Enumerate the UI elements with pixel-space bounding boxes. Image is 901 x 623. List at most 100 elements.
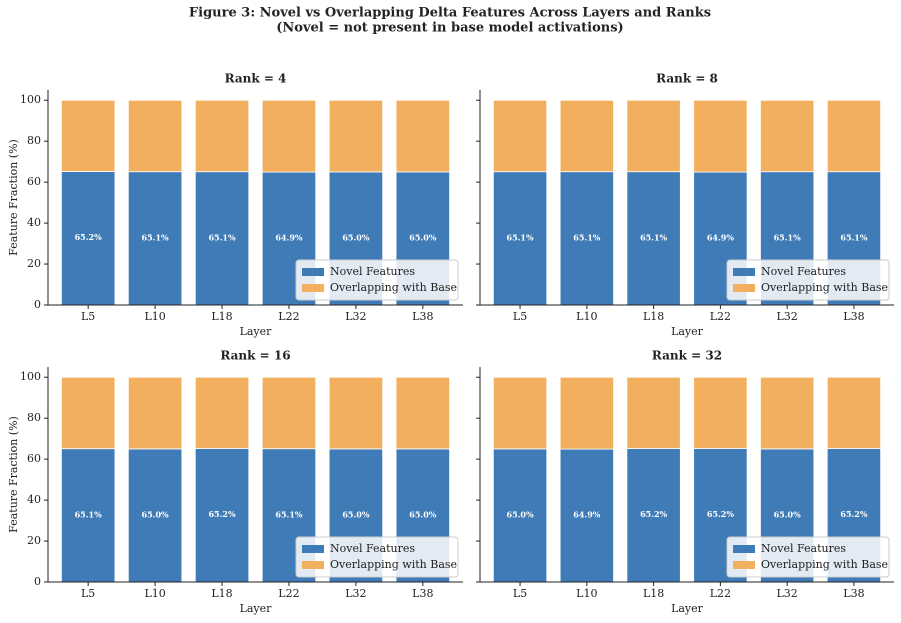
bar-segment (826, 99, 882, 173)
legend: Novel Features Overlapping with Base (726, 536, 890, 578)
y-tick-label: 100 (20, 370, 41, 383)
x-tick-label: L22 (710, 587, 731, 600)
x-tick-label: L10 (144, 310, 165, 323)
value-label: 65.2% (75, 232, 102, 242)
value-label: 65.2% (640, 509, 667, 519)
bar-segment (60, 376, 116, 450)
bar-segment (492, 376, 548, 450)
x-tick-label: L18 (211, 587, 232, 600)
value-label: 65.1% (275, 509, 302, 519)
value-label: 65.1% (142, 232, 169, 242)
bar-segment (328, 376, 384, 450)
bar-segment (194, 376, 250, 449)
legend-swatch (733, 561, 755, 569)
value-label: 65.1% (507, 232, 534, 242)
subplot-title: Rank = 8 (656, 72, 718, 86)
value-label: 65.0% (342, 509, 369, 519)
bar-segment (127, 376, 183, 450)
value-label: 65.1% (640, 232, 667, 242)
x-tick-label: L22 (278, 587, 299, 600)
legend-label: Novel Features (761, 542, 846, 555)
bar-segment (60, 99, 116, 172)
value-label: 65.1% (840, 232, 867, 242)
bar-segment (693, 376, 748, 449)
bar-segment (395, 99, 451, 173)
x-axis-label: Layer (240, 325, 273, 338)
bar-segment (559, 99, 614, 173)
y-tick-label: 40 (27, 216, 41, 229)
legend: Novel Features Overlapping with Base (295, 536, 459, 578)
bar-segment (261, 376, 317, 450)
legend-label: Overlapping with Base (330, 281, 457, 294)
x-tick-label: L22 (710, 310, 731, 323)
x-tick-label: L5 (513, 310, 527, 323)
bar-segment (127, 171, 183, 306)
bar-segment (194, 99, 250, 173)
y-tick-label: 100 (20, 93, 41, 106)
value-label: 65.1% (774, 232, 801, 242)
legend-label: Novel Features (330, 542, 415, 555)
value-label: 65.0% (774, 509, 801, 519)
value-label: 65.0% (409, 509, 436, 519)
legend-box (295, 259, 459, 301)
bar-segment (826, 376, 882, 449)
value-label: 65.1% (208, 232, 235, 242)
bar-segment (626, 448, 681, 583)
bar-segment (626, 99, 681, 173)
bar-segment (194, 171, 250, 306)
x-tick-label: L38 (843, 310, 864, 323)
legend-label: Novel Features (330, 265, 415, 278)
legend: Novel Features Overlapping with Base (726, 259, 890, 301)
y-tick-label: 0 (34, 298, 41, 311)
y-axis-label: Feature Fraction (%) (7, 139, 20, 256)
bar-segment (492, 448, 548, 583)
legend-swatch (733, 268, 755, 276)
x-tick-label: L18 (643, 587, 664, 600)
x-tick-label: L22 (278, 310, 299, 323)
value-label: 65.0% (507, 509, 534, 519)
y-tick-label: 20 (27, 534, 41, 547)
x-axis-label: Layer (671, 325, 704, 338)
figure-subtitle: (Novel = not present in base model activ… (276, 21, 623, 36)
legend: Novel Features Overlapping with Base (295, 259, 459, 301)
bar-segment (328, 99, 384, 173)
bar-segment (559, 448, 614, 583)
y-tick-label: 80 (27, 411, 41, 424)
value-label: 65.2% (208, 509, 235, 519)
value-label: 65.0% (342, 232, 369, 242)
legend-swatch (302, 284, 324, 292)
value-label: 65.0% (409, 232, 436, 242)
value-label: 64.9% (275, 233, 302, 243)
bar-segment (693, 99, 748, 173)
legend-label: Overlapping with Base (761, 281, 888, 294)
value-label: 65.2% (840, 509, 867, 519)
x-tick-label: L5 (81, 310, 95, 323)
x-tick-label: L5 (81, 587, 95, 600)
value-label: 64.9% (573, 510, 600, 520)
value-label: 65.1% (75, 509, 102, 519)
x-tick-label: L32 (777, 310, 798, 323)
subplot-title: Rank = 32 (652, 349, 722, 363)
bar-segment (60, 448, 116, 583)
x-axis-label: Layer (240, 602, 273, 615)
x-tick-label: L5 (513, 587, 527, 600)
x-tick-label: L38 (412, 310, 433, 323)
legend-swatch (302, 561, 324, 569)
x-tick-label: L38 (412, 587, 433, 600)
figure-title: Figure 3: Novel vs Overlapping Delta Fea… (189, 6, 711, 21)
x-tick-label: L18 (643, 310, 664, 323)
legend-label: Novel Features (761, 265, 846, 278)
x-tick-label: L32 (777, 587, 798, 600)
x-tick-label: L10 (576, 587, 597, 600)
subplot-title: Rank = 4 (225, 72, 287, 86)
bar-segment (626, 376, 681, 449)
legend-swatch (302, 545, 324, 553)
legend-swatch (733, 284, 755, 292)
value-label: 64.9% (707, 233, 734, 243)
bar-segment (492, 99, 548, 173)
legend-box (295, 536, 459, 578)
x-tick-label: L10 (144, 587, 165, 600)
y-tick-label: 60 (27, 452, 41, 465)
y-axis-label: Feature Fraction (%) (7, 416, 20, 533)
